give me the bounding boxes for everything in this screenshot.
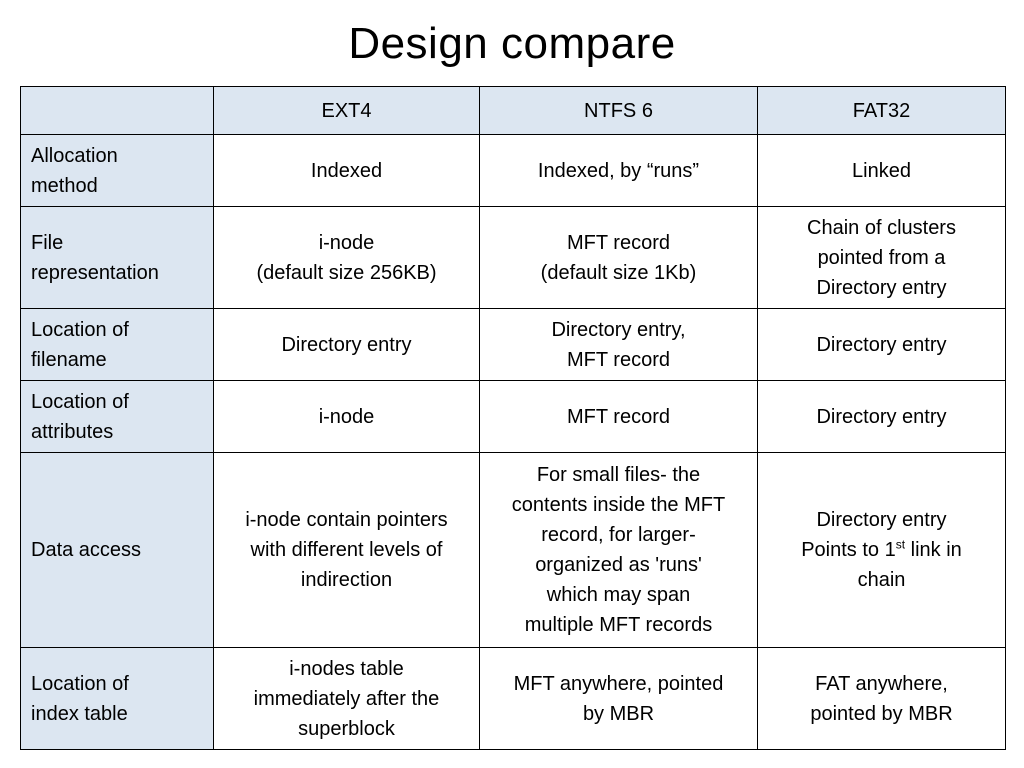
cell-ntfs-allocation: Indexed, by “runs”	[479, 134, 758, 207]
row-label-line: File	[31, 231, 64, 254]
cell-ext4-file-representation: i-node (default size 256KB)	[213, 206, 480, 309]
row-label-allocation-method: Allocation method	[20, 134, 214, 207]
cell-line: (default size 256KB)	[256, 261, 437, 284]
table-row: Data access i-node contain pointers with…	[20, 452, 1006, 648]
cell-line: Directory entry	[281, 333, 412, 356]
cell-line: MFT anywhere, pointed	[513, 672, 724, 695]
header-cell-corner	[20, 86, 214, 135]
cell-ntfs-attributes: MFT record	[479, 380, 758, 453]
table-row: Location of filename Directory entry Dir…	[20, 308, 1006, 381]
row-label-location-of-attributes: Location of attributes	[20, 380, 214, 453]
cell-ntfs-data-access: For small files- the contents inside the…	[479, 452, 758, 648]
row-label-line: Location of	[31, 672, 129, 695]
cell-line: by MBR	[582, 702, 655, 725]
cell-fat32-attributes: Directory entry	[757, 380, 1006, 453]
cell-ext4-allocation: Indexed	[213, 134, 480, 207]
cell-line: i-node	[318, 231, 375, 254]
cell-line: (default size 1Kb)	[540, 261, 697, 284]
cell-line: with different levels of	[250, 539, 443, 561]
cell-line: superblock	[298, 717, 395, 740]
cell-line: MFT record	[567, 405, 670, 428]
cell-line: Directory entry	[816, 333, 947, 356]
slide-title: Design compare	[348, 19, 676, 68]
cell-text: link in	[905, 539, 962, 561]
cell-line: Directory entry	[816, 276, 947, 299]
cell-line: multiple MFT records	[524, 614, 713, 636]
table-row: File representation i-node (default size…	[20, 206, 1006, 309]
row-label-location-of-filename: Location of filename	[20, 308, 214, 381]
cell-line: record, for larger-	[541, 524, 696, 546]
cell-fat32-index-table: FAT anywhere, pointed by MBR	[757, 647, 1006, 750]
comparison-table: EXT4 NTFS 6 FAT32 Allocation method Inde…	[20, 86, 1006, 750]
cell-line: Indexed	[310, 159, 383, 182]
row-label-line: index table	[31, 702, 128, 725]
cell-line: Linked	[852, 159, 911, 182]
cell-line: which may span	[546, 584, 691, 606]
cell-line: Directory entry	[816, 509, 947, 531]
row-label-line: attributes	[31, 420, 114, 443]
cell-line: Indexed, by “runs”	[537, 159, 700, 182]
cell-line: Chain of clusters	[807, 216, 956, 239]
cell-fat32-file-representation: Chain of clusters pointed from a Directo…	[757, 206, 1006, 309]
cell-line: contents inside the MFT	[511, 494, 726, 516]
cell-line: indirection	[300, 569, 393, 591]
cell-line: i-nodes table	[289, 657, 404, 680]
cell-line: Points to 1st link in	[766, 535, 997, 565]
header-cell-ntfs: NTFS 6	[479, 86, 758, 135]
row-label-line: Allocation	[31, 144, 118, 167]
cell-ext4-attributes: i-node	[213, 380, 480, 453]
cell-line: Directory entry,	[551, 318, 686, 341]
cell-fat32-filename: Directory entry	[757, 308, 1006, 381]
row-label-line: Location of	[31, 318, 129, 341]
table-row: Allocation method Indexed Indexed, by “r…	[20, 134, 1006, 207]
cell-line: FAT anywhere,	[815, 672, 948, 695]
cell-line: MFT record	[567, 348, 670, 371]
row-label-location-of-index-table: Location of index table	[20, 647, 214, 750]
superscript-text: st	[895, 537, 906, 552]
cell-line: Directory entry	[816, 405, 947, 428]
table-row: Location of attributes i-node MFT record…	[20, 380, 1006, 453]
row-label-line: Location of	[31, 390, 129, 413]
cell-line: pointed by MBR	[810, 702, 953, 725]
cell-line: organized as 'runs'	[535, 554, 702, 576]
row-label-line: Data access	[31, 539, 142, 561]
row-label-file-representation: File representation	[20, 206, 214, 309]
cell-line: immediately after the	[253, 687, 440, 710]
cell-line: i-node	[318, 405, 375, 428]
cell-ext4-data-access: i-node contain pointers with different l…	[213, 452, 480, 648]
cell-ntfs-filename: Directory entry, MFT record	[479, 308, 758, 381]
table-row: Location of index table i-nodes table im…	[20, 647, 1006, 750]
cell-text: Points to 1	[801, 539, 896, 561]
header-cell-ext4: EXT4	[213, 86, 480, 135]
cell-ext4-index-table: i-nodes table immediately after the supe…	[213, 647, 480, 750]
cell-line: For small files- the	[536, 464, 701, 486]
cell-line: MFT record	[567, 231, 670, 254]
cell-ext4-filename: Directory entry	[213, 308, 480, 381]
cell-line: i-node contain pointers	[245, 509, 448, 531]
cell-ntfs-index-table: MFT anywhere, pointed by MBR	[479, 647, 758, 750]
table-header-row: EXT4 NTFS 6 FAT32	[20, 86, 1006, 135]
cell-fat32-data-access: Directory entry Points to 1st link in ch…	[757, 452, 1006, 648]
cell-ntfs-file-representation: MFT record (default size 1Kb)	[479, 206, 758, 309]
cell-fat32-allocation: Linked	[757, 134, 1006, 207]
cell-line: chain	[857, 569, 906, 591]
row-label-line: method	[31, 174, 98, 197]
row-label-data-access: Data access	[20, 452, 214, 648]
row-label-line: representation	[31, 261, 159, 284]
cell-line: pointed from a	[817, 246, 946, 269]
row-label-line: filename	[31, 348, 107, 371]
header-cell-fat32: FAT32	[757, 86, 1006, 135]
